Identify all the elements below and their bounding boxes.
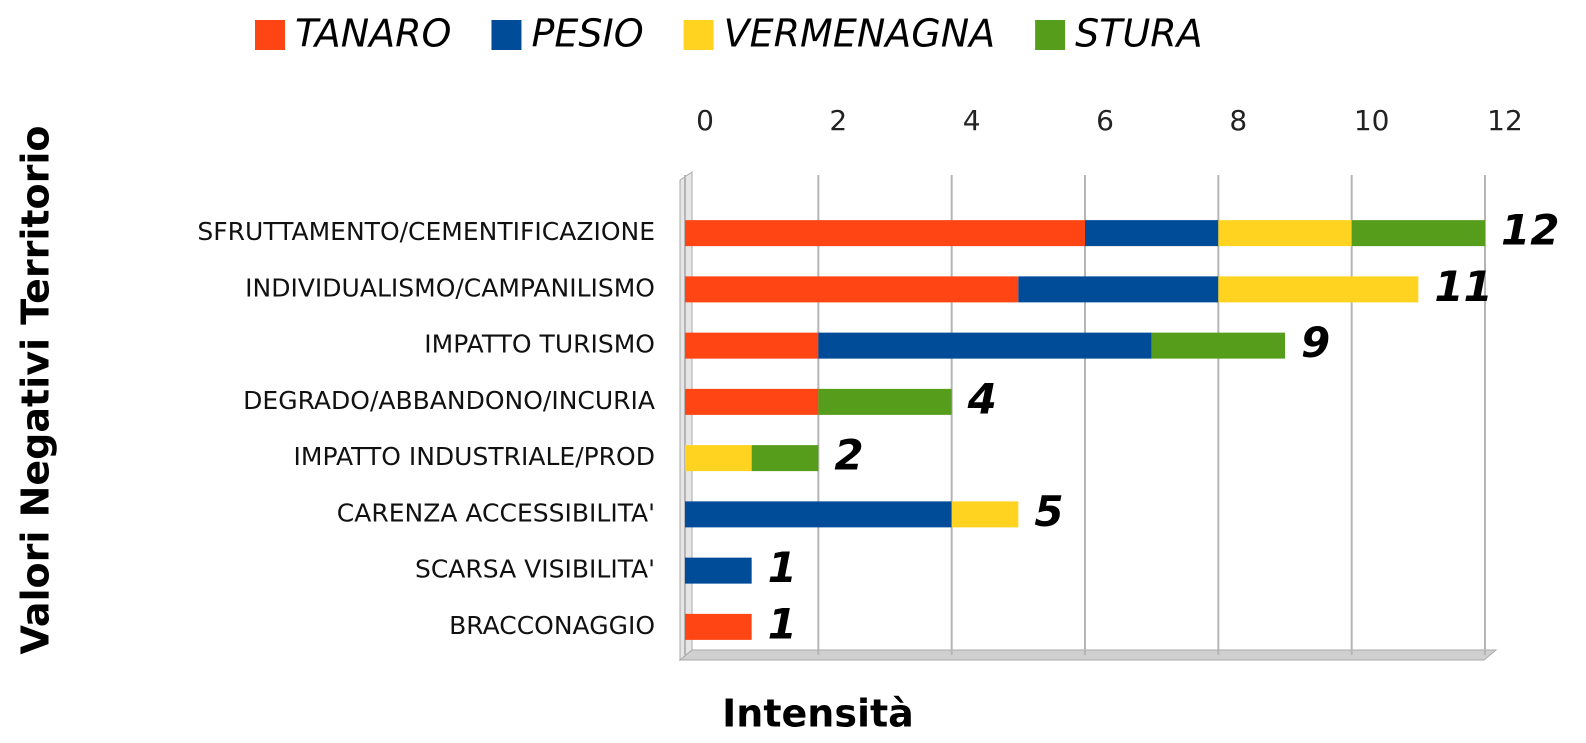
bar-segment <box>685 276 1019 303</box>
y-tick-label: CARENZA ACCESSIBILITA' <box>337 498 655 527</box>
legend-swatch <box>1035 20 1066 50</box>
total-label: 9 <box>1301 318 1330 367</box>
total-label: 12 <box>1501 206 1559 255</box>
total-label: 4 <box>967 374 997 423</box>
x-tick-label: 2 <box>829 104 847 137</box>
total-label: 5 <box>1034 487 1063 536</box>
bar-segment <box>818 388 952 415</box>
x-tick-label: 4 <box>963 104 981 137</box>
total-label: 11 <box>1434 262 1492 311</box>
legend-label: STURA <box>1075 12 1203 56</box>
bar-segment <box>1218 276 1419 303</box>
bar-segment <box>951 501 1019 528</box>
x-axis-label: Intensità <box>722 692 914 736</box>
x-tick-label: 0 <box>696 104 714 137</box>
bar-segment <box>1151 332 1285 359</box>
total-label: 1 <box>768 543 797 592</box>
y-tick-label: IMPATTO INDUSTRIALE/PROD <box>294 442 655 471</box>
y-tick-label: DEGRADO/ABBANDONO/INCURIA <box>243 386 655 415</box>
y-tick-label: SFRUTTAMENTO/CEMENTIFICAZIONE <box>197 217 655 246</box>
x-tick-label: 12 <box>1487 104 1523 137</box>
bar-segment <box>1018 276 1219 303</box>
bar-segment <box>685 332 819 359</box>
bar-segment <box>685 445 752 472</box>
bar-segment <box>685 220 1085 247</box>
bar-segment <box>751 445 819 472</box>
plot-floor <box>678 649 1498 661</box>
legend-label: PESIO <box>531 12 643 56</box>
bar-segment <box>1351 220 1485 247</box>
bar-segment <box>685 557 752 584</box>
y-axis-label: Valori Negativi Territorio <box>14 125 58 654</box>
y-tick-label: INDIVIDUALISMO/CAMPANILISMO <box>245 273 655 302</box>
bar-segment <box>685 388 819 415</box>
total-label: 1 <box>768 599 797 648</box>
legend-label: TANARO <box>295 12 451 56</box>
legend-swatch <box>683 20 714 50</box>
x-tick-label: 8 <box>1229 104 1247 137</box>
total-label: 2 <box>834 431 863 480</box>
y-tick-label: BRACCONAGGIO <box>449 611 655 640</box>
legend-swatch <box>491 20 522 50</box>
bar-segment <box>685 613 752 640</box>
legend-label: VERMENAGNA <box>724 12 996 56</box>
bar-segment <box>818 332 1152 359</box>
bar-segment <box>1218 220 1352 247</box>
y-tick-label: IMPATTO TURISMO <box>424 330 655 359</box>
x-tick-label: 6 <box>1096 104 1114 137</box>
y-tick-label: SCARSA VISIBILITA' <box>415 555 655 584</box>
bar-segment <box>685 501 952 528</box>
x-tick-label: 10 <box>1354 104 1390 137</box>
bar-segment <box>1085 220 1219 247</box>
legend-swatch <box>255 20 285 50</box>
